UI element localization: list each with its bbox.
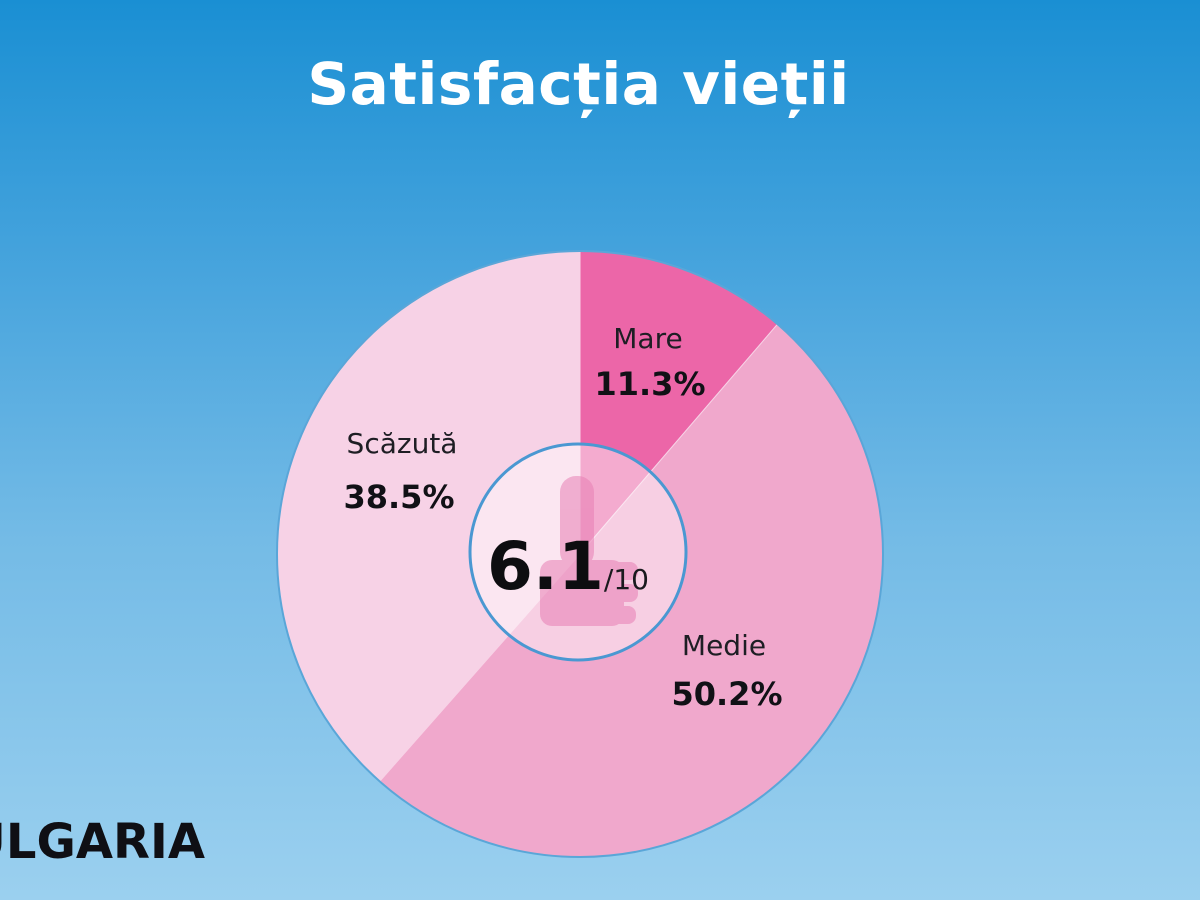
thumbs-up-icon-part: [540, 560, 624, 626]
pie-outline: [276, 250, 884, 858]
thumbs-up-icon-part: [612, 562, 638, 580]
center-score-scale: /10: [604, 563, 649, 596]
center-score-value: 6.1: [487, 528, 604, 605]
thumbs-up-icon-part: [612, 606, 636, 624]
slice-name-label: Mare: [613, 322, 682, 355]
center-score: 6.1/10: [487, 528, 649, 605]
chart-title: Satisfacția vieții: [307, 50, 850, 118]
slice-name-label: Medie: [682, 629, 766, 662]
thumbs-up-icon-part: [560, 476, 594, 568]
slice-name-label: Scăzută: [347, 427, 458, 460]
country-label: BULGARIA: [0, 812, 205, 872]
thumbs-up-icon: [540, 476, 638, 626]
slice-value-label: 50.2%: [671, 675, 782, 713]
thumbs-up-icon-part: [612, 584, 638, 602]
center-badge: 6.1/10: [468, 442, 688, 662]
country-label-text: BULGARIA: [0, 814, 205, 870]
center-ring: [468, 442, 688, 662]
slice-value-label: 38.5%: [343, 478, 454, 516]
slice-labels: Mare 11.3% Medie 50.2% Scăzută 38.5%: [343, 322, 782, 713]
slice-value-label: 11.3%: [594, 365, 705, 403]
